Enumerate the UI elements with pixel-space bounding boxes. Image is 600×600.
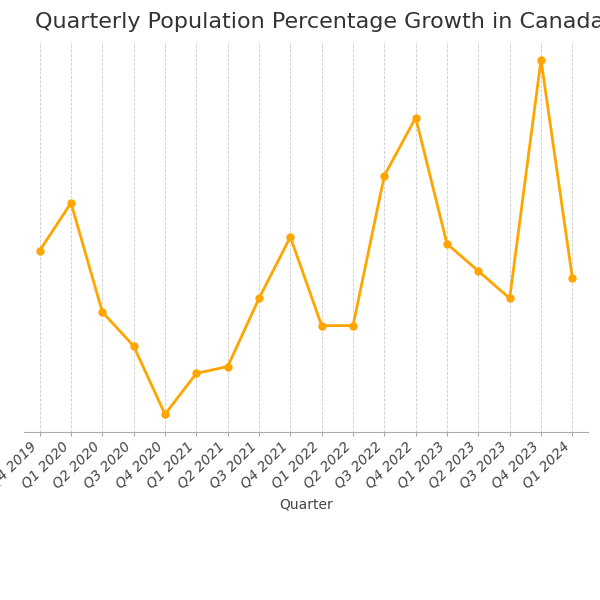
X-axis label: Quarter: Quarter bbox=[279, 498, 333, 512]
Text: Quarterly Population Percentage Growth in Canada: Quarterly Population Percentage Growth i… bbox=[35, 12, 600, 32]
